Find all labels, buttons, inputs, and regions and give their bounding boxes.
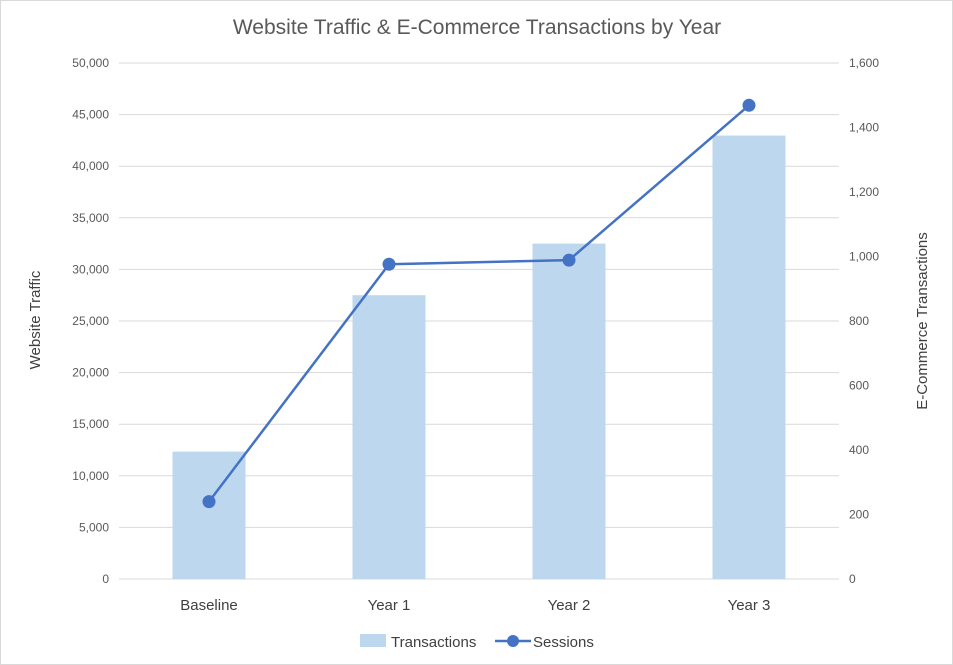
left-tick-label: 15,000	[72, 417, 109, 431]
left-tick-label: 30,000	[72, 262, 109, 276]
category-label: Baseline	[180, 597, 238, 614]
category-label: Year 2	[548, 597, 591, 614]
legend-transactions-label: Transactions	[391, 634, 476, 651]
left-tick-label: 10,000	[72, 469, 109, 483]
legend: Transactions Sessions	[360, 634, 594, 651]
left-tick-label: 40,000	[72, 159, 109, 173]
transactions-bar	[172, 451, 246, 579]
right-axis-ticks: 0 200 400 600 800 1,000 1,200 1,400 1,600	[849, 56, 879, 586]
transactions-bar	[532, 243, 606, 579]
chart-title: Website Traffic & E-Commerce Transaction…	[233, 16, 721, 39]
left-tick-label: 20,000	[72, 366, 109, 380]
right-tick-label: 200	[849, 508, 869, 522]
right-tick-label: 1,200	[849, 185, 879, 199]
transactions-bar	[352, 295, 426, 579]
left-axis-ticks: 0 5,000 10,000 15,000 20,000 25,000 30,000 35,0…	[72, 56, 109, 586]
category-label: Year 3	[728, 597, 771, 614]
left-tick-label: 0	[102, 572, 109, 586]
left-tick-label: 45,000	[72, 108, 109, 122]
right-axis-title: E-Commerce Transactions	[914, 232, 931, 410]
sessions-line-path	[208, 104, 750, 503]
sessions-point	[562, 253, 576, 267]
right-tick-label: 800	[849, 314, 869, 328]
transactions-bar	[712, 135, 786, 579]
left-tick-label: 25,000	[72, 314, 109, 328]
left-tick-label: 50,000	[72, 56, 109, 70]
right-tick-label: 400	[849, 443, 869, 457]
right-tick-label: 0	[849, 572, 856, 586]
legend-transactions-swatch	[360, 634, 386, 647]
category-labels: Baseline Year 1 Year 2 Year 3	[180, 597, 770, 614]
left-axis-title: Website Traffic	[27, 270, 44, 369]
sessions-line	[202, 98, 756, 509]
legend-sessions-label: Sessions	[533, 634, 594, 651]
transactions-bars	[172, 135, 786, 579]
left-tick-label: 35,000	[72, 211, 109, 225]
legend-sessions-marker	[507, 635, 519, 647]
right-tick-label: 1,400	[849, 121, 879, 135]
sessions-point	[382, 257, 396, 271]
right-tick-label: 1,000	[849, 250, 879, 264]
right-tick-label: 600	[849, 379, 869, 393]
sessions-point	[202, 495, 216, 509]
right-tick-label: 1,600	[849, 56, 879, 70]
sessions-point	[742, 98, 756, 112]
category-label: Year 1	[368, 597, 411, 614]
left-tick-label: 5,000	[79, 520, 109, 534]
